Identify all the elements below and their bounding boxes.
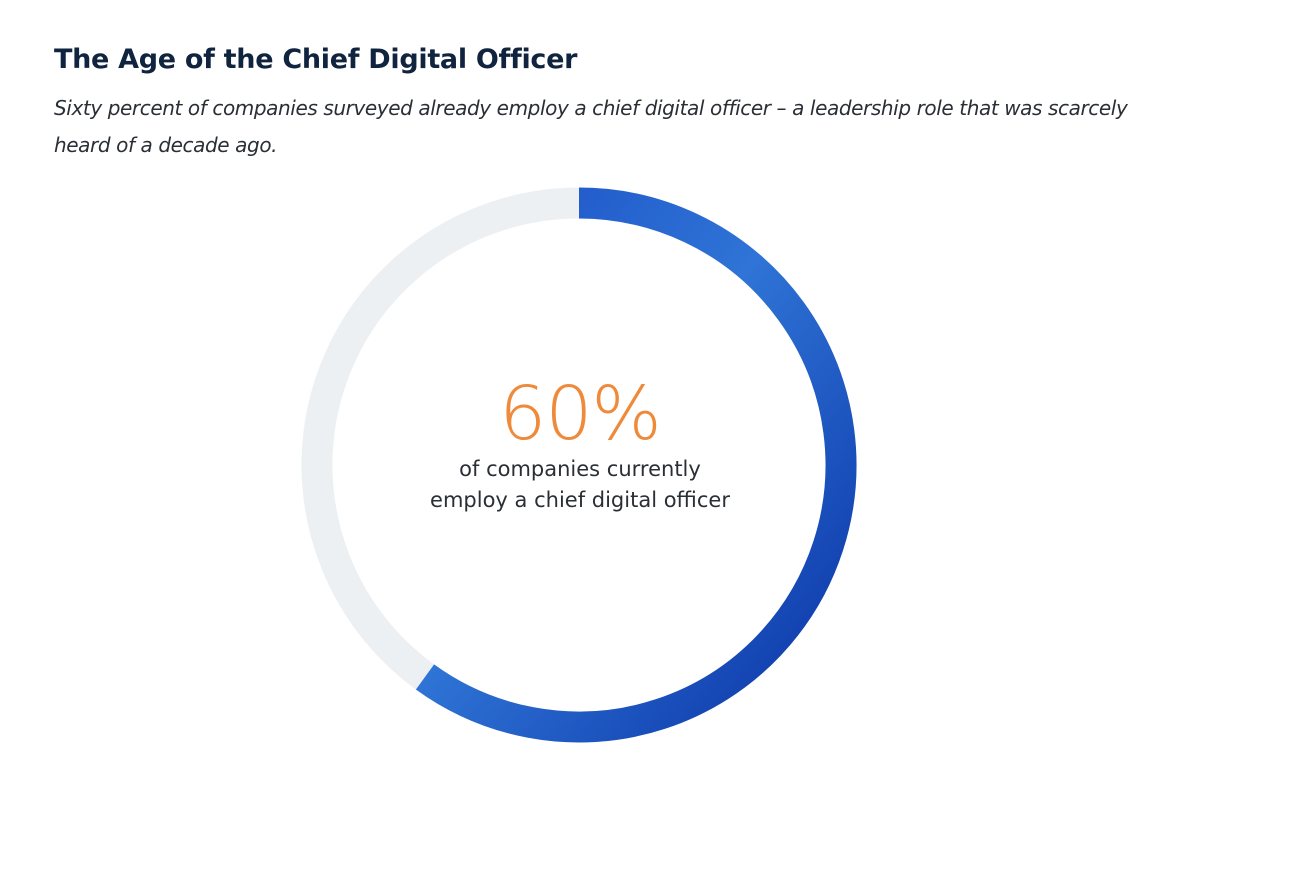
donut-center-label: 60% of companies currently employ a chie… — [380, 372, 780, 518]
donut-value-arc — [415, 187, 857, 743]
page-title: The Age of the Chief Digital Officer — [54, 44, 578, 75]
caption-line-2: employ a chief digital officer — [430, 488, 730, 512]
caption-line-1: of companies currently — [459, 457, 701, 481]
page-subtitle: Sixty percent of companies surveyed alre… — [54, 96, 1128, 157]
percentage-value: 60% — [499, 371, 661, 457]
